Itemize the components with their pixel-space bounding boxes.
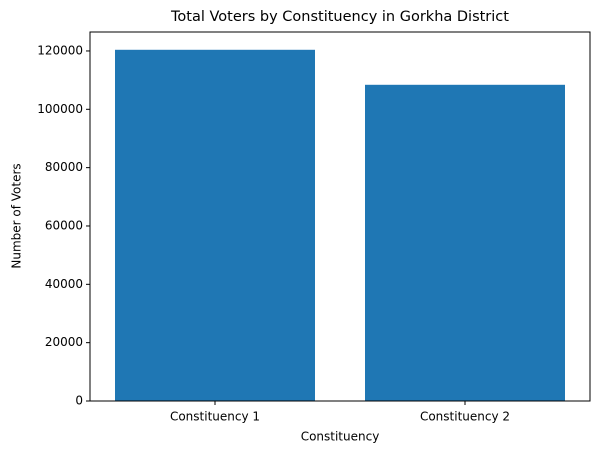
chart-title: Total Voters by Constituency in Gorkha D… bbox=[170, 9, 509, 25]
y-tick-label: 120000 bbox=[37, 43, 83, 57]
bar bbox=[365, 84, 565, 401]
plot-frame bbox=[89, 31, 591, 402]
y-tick-label: 100000 bbox=[37, 102, 83, 116]
y-tick-label: 20000 bbox=[45, 335, 83, 349]
y-tick-label: 40000 bbox=[45, 277, 83, 291]
x-axis-label: Constituency bbox=[301, 430, 380, 444]
x-tick-label: Constituency 1 bbox=[170, 410, 260, 424]
y-tick-label: 0 bbox=[75, 394, 83, 408]
x-tick-label: Constituency 2 bbox=[420, 410, 510, 424]
y-axis-label: Number of Voters bbox=[10, 163, 24, 268]
y-tick-label: 60000 bbox=[45, 218, 83, 232]
bar bbox=[115, 49, 315, 402]
y-tick-label: 80000 bbox=[45, 160, 83, 174]
